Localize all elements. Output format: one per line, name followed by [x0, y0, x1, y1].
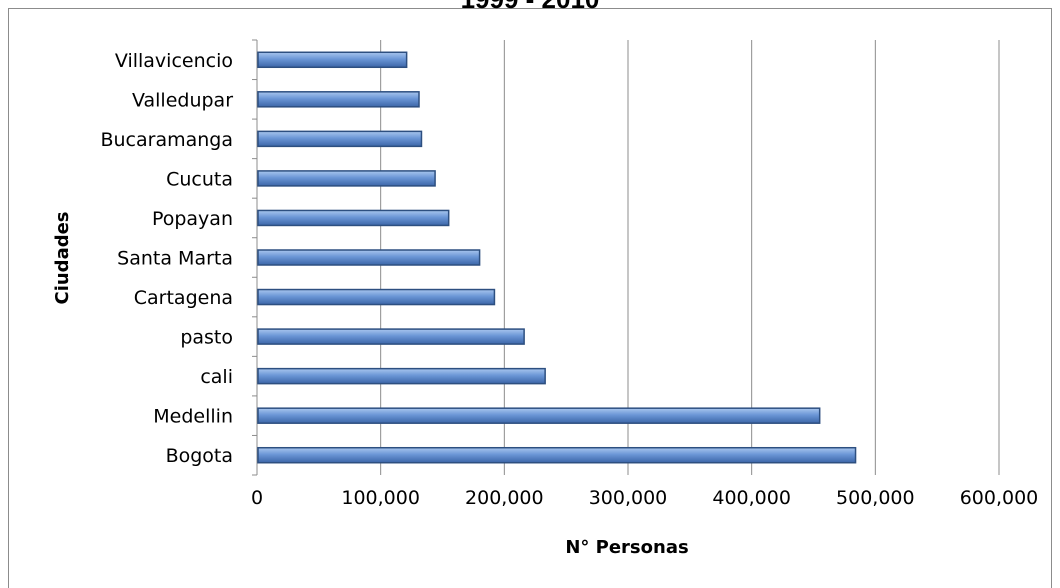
bar-cucuta: [257, 170, 436, 187]
category-label: Popayan: [152, 208, 233, 230]
x-tick-label: 400,000: [712, 487, 791, 509]
bar-popayan: [257, 209, 450, 227]
category-label: Cucuta: [166, 168, 233, 190]
bar-bogota: [257, 446, 857, 464]
bar-bucaramanga: [257, 130, 423, 148]
x-tick-label: 0: [251, 487, 263, 509]
bar-medellin: [257, 407, 821, 424]
category-label: Bucaramanga: [100, 129, 233, 151]
category-label: Bogota: [166, 445, 233, 467]
bar-cali: [257, 367, 546, 385]
category-label: Medellin: [153, 406, 233, 428]
category-labels: Bogota Medellin cali pasto Cartagena Santa Ma…: [100, 50, 233, 467]
bar-pasto: [257, 328, 525, 345]
bar-valledupar: [257, 91, 420, 108]
category-label: Villavicencio: [115, 50, 233, 72]
chart-title: 1999 - 2010: [0, 0, 1060, 15]
x-tick-label: 200,000: [465, 487, 544, 509]
y-axis-title: Ciudades: [52, 211, 73, 304]
x-tick-label: 100,000: [341, 487, 420, 509]
category-label: cali: [200, 366, 233, 388]
x-tick-labels: 0 100,000 200,000 300,000 400,000 500,000 600,…: [251, 487, 1038, 509]
bar-santa-marta: [257, 249, 481, 266]
x-tick-label: 600,000: [960, 487, 1039, 509]
bars: [257, 51, 857, 464]
chart-area: [8, 8, 1052, 588]
bar-cartagena: [257, 288, 496, 306]
category-label: Valledupar: [132, 89, 233, 111]
category-label: pasto: [180, 327, 233, 349]
bar-villavicencio: [257, 51, 408, 69]
category-label: Cartagena: [134, 287, 233, 309]
x-tick-label: 500,000: [836, 487, 915, 509]
category-label: Santa Marta: [117, 248, 233, 270]
x-axis-title: N° Personas: [565, 537, 688, 558]
x-tick-label: 300,000: [589, 487, 668, 509]
